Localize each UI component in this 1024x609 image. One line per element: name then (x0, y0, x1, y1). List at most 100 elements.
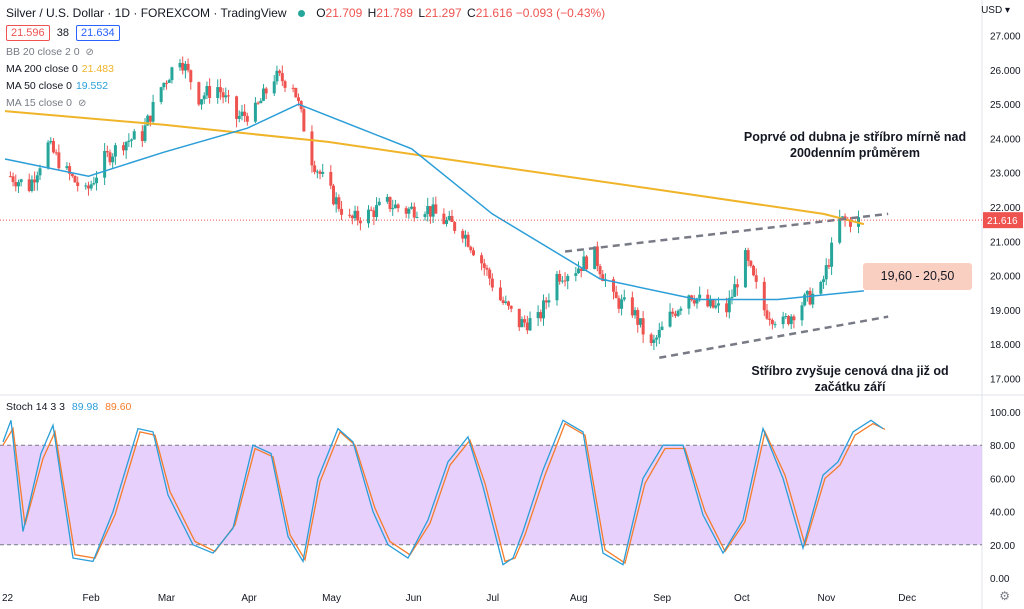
candle-body (235, 96, 239, 119)
buy-price-button[interactable]: 21.634 (76, 25, 120, 41)
candle-body (673, 313, 677, 316)
hidden-eye-icon[interactable]: ⊘ (77, 98, 87, 109)
candle-body (19, 179, 23, 183)
month-label: Apr (241, 593, 257, 604)
candle-body (480, 255, 484, 264)
month-label: Jul (486, 593, 499, 604)
candle-body (490, 278, 494, 288)
stoch-tick-label: 20.00 (990, 541, 1015, 552)
candle-body (92, 183, 96, 185)
candle-body (140, 131, 144, 141)
ma50-legend[interactable]: MA 50 close 0 19.552 (6, 80, 108, 92)
price-tick-label: 25.000 (990, 100, 1021, 111)
candle-body (676, 310, 680, 316)
candle-body (730, 296, 734, 299)
candle-body (253, 102, 257, 122)
candle-body (781, 316, 785, 325)
candle-body (159, 87, 163, 102)
candle-body (280, 73, 284, 82)
candle-body (612, 279, 616, 292)
sell-price-button[interactable]: 21.596 (6, 25, 50, 41)
candle-body (725, 303, 729, 313)
candle-body (200, 99, 204, 105)
candle-body (38, 168, 42, 176)
candle-body (358, 220, 362, 224)
candle-body (113, 145, 117, 157)
candle-body (127, 140, 131, 142)
candle-body (482, 263, 486, 268)
candle-body (517, 308, 521, 328)
candle-body (296, 97, 300, 102)
candle-body (560, 280, 564, 282)
month-label: Feb (82, 593, 100, 604)
candle-body (89, 184, 93, 189)
candle-body (8, 176, 12, 178)
candle-body (574, 273, 578, 276)
ma15-legend[interactable]: MA 15 close 0 ⊘ (6, 97, 86, 109)
candle-body (428, 206, 432, 217)
hidden-eye-icon[interactable]: ⊘ (85, 47, 94, 58)
candle-body (819, 282, 823, 294)
candle-body (170, 67, 174, 81)
candle-body (294, 87, 298, 98)
candle-body (547, 300, 551, 303)
candle-body (14, 182, 18, 187)
candle-body (121, 145, 125, 151)
candle-body (393, 204, 397, 209)
candle-body (404, 208, 408, 214)
candle-body (601, 274, 605, 282)
ma15-label: MA 15 close 0 (6, 97, 72, 109)
candle-body (272, 81, 276, 94)
settings-gear-icon[interactable]: ⚙ (999, 589, 1010, 603)
price-tick-label: 20.000 (990, 272, 1021, 283)
candle-body (711, 299, 715, 308)
candle-body (329, 171, 333, 186)
candle-body (585, 256, 589, 270)
candle-body (749, 260, 753, 266)
ma200-legend[interactable]: MA 200 close 0 21.483 (6, 63, 114, 75)
candle-body (51, 140, 55, 153)
candle-body (353, 210, 357, 219)
stoch-legend[interactable]: Stoch 14 3 3 89.98 89.60 (6, 401, 131, 413)
month-label: Mar (158, 593, 176, 604)
candle-body (356, 210, 360, 221)
month-label: Sep (653, 593, 671, 604)
candle-body (735, 284, 739, 288)
candle-body (488, 269, 492, 279)
stoch-tick-label: 40.00 (990, 508, 1015, 519)
candle-body (657, 329, 661, 338)
candle-body (183, 63, 187, 71)
bb-legend[interactable]: BB 20 close 2 0 ⊘ (6, 46, 94, 58)
month-label: May (322, 593, 341, 604)
candle-body (186, 63, 190, 71)
candle-body (197, 82, 201, 105)
candle-body (221, 92, 225, 98)
price-tick-label: 23.000 (990, 169, 1021, 180)
stoch-d-line (2, 422, 886, 565)
candle-body (445, 219, 449, 224)
symbol-title[interactable]: Silver / U.S. Dollar · 1D · FOREXCOM · T… (6, 6, 287, 20)
support-trendline (659, 315, 889, 359)
candle-body (848, 219, 852, 227)
candle-body (706, 294, 710, 307)
candle-body (49, 140, 53, 143)
candle-body (73, 175, 77, 183)
candle-body (649, 334, 653, 344)
candle-body (283, 81, 287, 88)
candle-body (717, 303, 721, 306)
candle-body (727, 298, 731, 313)
candle-body (259, 100, 263, 104)
candle-body (708, 299, 712, 307)
candle-body (838, 217, 842, 243)
candle-body (377, 201, 381, 206)
candle-body (822, 279, 826, 283)
low-value: 21.297 (425, 6, 462, 20)
candle-body (431, 204, 435, 217)
price-zone-box: 19,60 - 20,50 (863, 263, 972, 290)
candle-body (504, 301, 508, 303)
candle-body (485, 267, 489, 270)
currency-label[interactable]: USD ▾ (981, 5, 1010, 16)
candle-body (765, 310, 769, 319)
candle-body (636, 310, 640, 325)
